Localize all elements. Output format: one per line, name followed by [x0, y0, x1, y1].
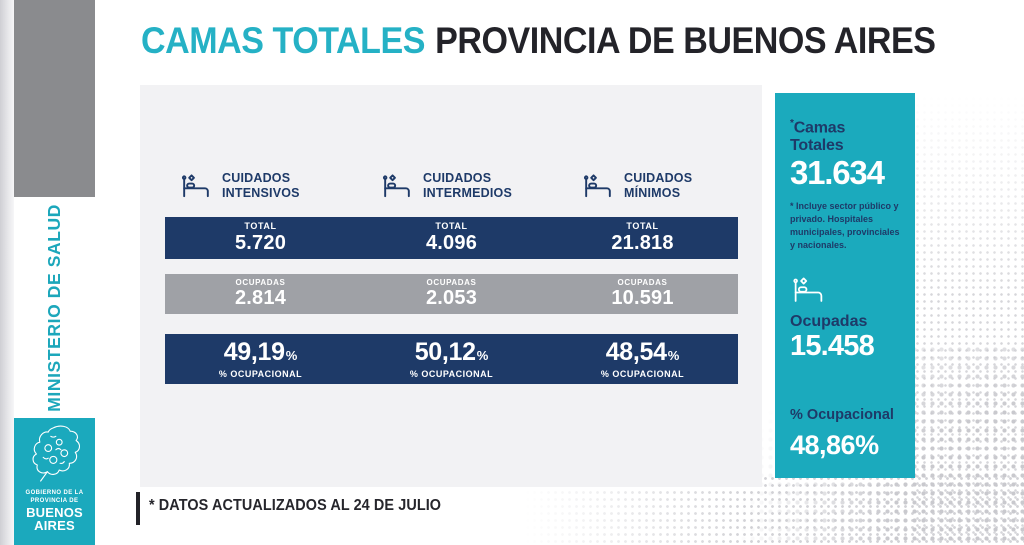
gov-name-line1: BUENOS [26, 504, 83, 520]
beds-data-panel: CUIDADOS INTENSIVOS CUIDADOS INTERMEDIOS [140, 85, 762, 487]
ocupacional-value: 48,54 [605, 338, 667, 367]
percent-sign: % [667, 348, 680, 364]
page-title-accent: CAMAS TOTALES [141, 20, 425, 61]
footer-note: * DATOS ACTUALIZADOS AL 24 DE JULIO [149, 497, 442, 514]
ocupacional-row: 49,19 % % OCUPACIONAL 50,12 % % OCUPACIO… [165, 334, 738, 384]
bed-icon [793, 277, 823, 302]
summary-pct-value: 48,86% [790, 430, 879, 461]
summary-ocupadas-value: 15.458 [790, 330, 875, 363]
total-caption: TOTAL [435, 221, 468, 232]
column-label-line1: CUIDADOS [222, 171, 291, 186]
page-edge-shade [0, 0, 14, 545]
ocupadas-value: 10.591 [611, 287, 674, 310]
ocupadas-caption: OCUPADAS [426, 277, 477, 287]
total-caption: TOTAL [626, 221, 659, 232]
percent-sign: % [285, 348, 298, 364]
ocupacional-caption: % OCUPACIONAL [409, 368, 494, 379]
summary-ocupadas-label: Ocupadas [790, 313, 868, 331]
column-header-minimos: CUIDADOS MÍNIMOS [547, 165, 738, 207]
government-logo-block: GOBIERNO DE LA PROVINCIA DE BUENOS AIRES [14, 418, 95, 545]
ocupadas-caption: OCUPADAS [617, 277, 668, 287]
summary-pct-label: % Ocupacional [790, 407, 894, 424]
gov-name-line2: AIRES [34, 517, 75, 533]
summary-footnote: * Incluye sector público y privado. Hosp… [790, 200, 900, 251]
gov-caption-line1: GOBIERNO DE LA [25, 490, 84, 496]
buenos-aires-emblem-icon [32, 425, 80, 482]
bed-icon [181, 173, 209, 197]
sidebar-gray-block [14, 0, 95, 197]
total-cell-minimos: TOTAL 21.818 [547, 217, 738, 259]
bed-icon [382, 173, 410, 197]
ocupacional-value: 50,12 [414, 338, 476, 367]
summary-camas-value: 31.634 [790, 154, 885, 192]
ocupacional-cell-intensivos: 49,19 % % OCUPACIONAL [165, 334, 356, 384]
column-headers-row: CUIDADOS INTENSIVOS CUIDADOS INTERMEDIOS [165, 165, 738, 207]
ocupacional-caption: % OCUPACIONAL [600, 368, 685, 379]
ocupacional-cell-minimos: 48,54 % % OCUPACIONAL [547, 334, 738, 384]
bed-icon [583, 173, 611, 197]
ocupacional-cell-intermedios: 50,12 % % OCUPACIONAL [356, 334, 547, 384]
percent-sign: % [476, 348, 489, 364]
ocupacional-value: 49,19 [223, 338, 285, 367]
ocupadas-value: 2.053 [425, 287, 478, 310]
column-label-line2: INTERMEDIOS [423, 186, 513, 200]
ocupadas-cell-minimos: OCUPADAS 10.591 [547, 274, 738, 314]
ocupadas-cell-intensivos: OCUPADAS 2.814 [165, 274, 356, 314]
summary-panel: *Camas Totales 31.634 * Incluye sector p… [775, 93, 915, 478]
total-row: TOTAL 5.720 TOTAL 4.096 TOTAL 21.818 [165, 217, 738, 259]
column-label-line1: CUIDADOS [423, 171, 492, 186]
total-cell-intensivos: TOTAL 5.720 [165, 217, 356, 259]
total-value: 21.818 [611, 231, 674, 254]
asterisk: * [790, 118, 794, 129]
ocupadas-caption: OCUPADAS [235, 277, 286, 287]
column-label-line1: CUIDADOS [624, 171, 693, 186]
column-header-intensivos: CUIDADOS INTENSIVOS [165, 165, 356, 207]
footer-accent-bar [136, 492, 140, 525]
column-header-intermedios: CUIDADOS INTERMEDIOS [356, 165, 547, 207]
page-title: CAMAS TOTALES PROVINCIA DE BUENOS AIRES [141, 20, 936, 62]
column-label-line2: INTENSIVOS [222, 186, 300, 200]
ocupadas-value: 2.814 [234, 287, 287, 310]
total-value: 5.720 [234, 231, 287, 254]
column-label-line2: MÍNIMOS [624, 186, 681, 200]
ocupadas-cell-intermedios: OCUPADAS 2.053 [356, 274, 547, 314]
page-title-rest: PROVINCIA DE BUENOS AIRES [435, 20, 936, 61]
total-caption: TOTAL [244, 221, 277, 232]
summary-camas-title: *Camas Totales [790, 118, 846, 155]
total-cell-intermedios: TOTAL 4.096 [356, 217, 547, 259]
ministry-vertical-label: MINISTERIO DE SALUD [44, 203, 64, 412]
ocupacional-caption: % OCUPACIONAL [218, 368, 303, 379]
ocupadas-row: OCUPADAS 2.814 OCUPADAS 2.053 OCUPADAS 1… [165, 274, 738, 314]
ministry-vertical-label-wrap: MINISTERIO DE SALUD [14, 197, 95, 418]
gov-caption-line2: PROVINCIA DE [30, 497, 79, 504]
total-value: 4.096 [425, 231, 478, 254]
